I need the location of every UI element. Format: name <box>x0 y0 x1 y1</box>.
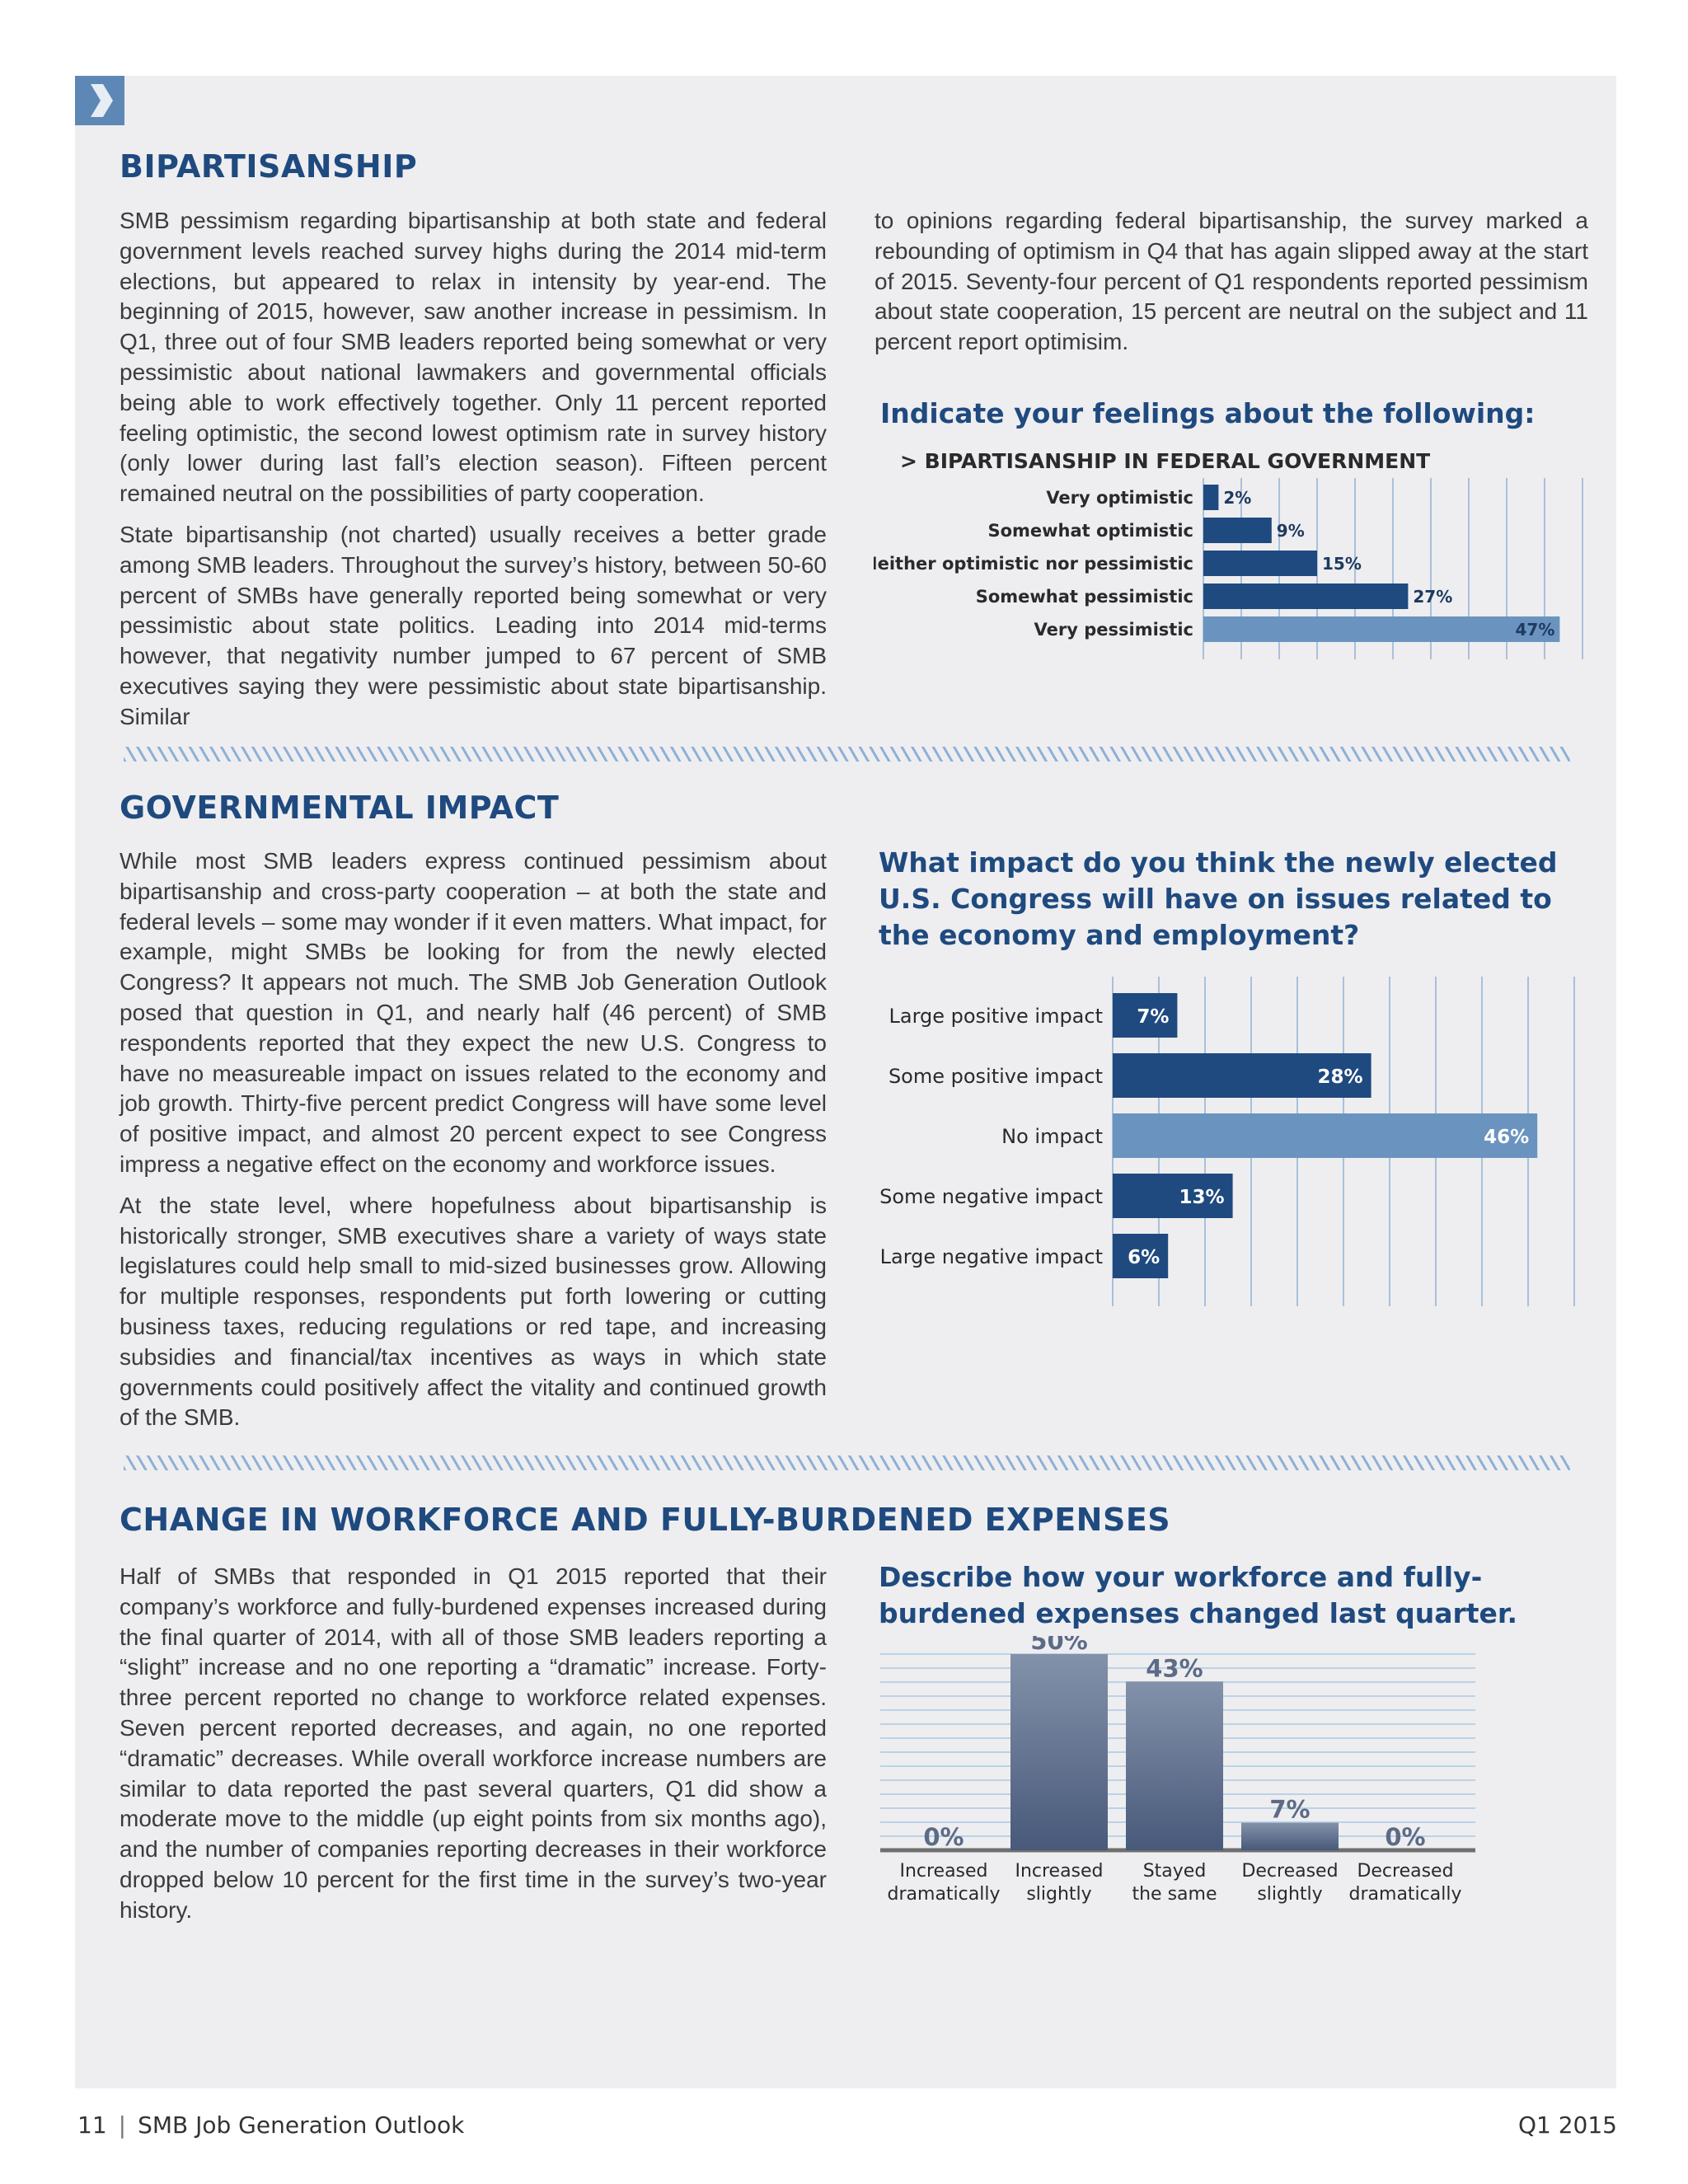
data-label: 50% <box>1030 1636 1087 1655</box>
bar <box>1241 1822 1339 1850</box>
page-number: 11 <box>77 2111 107 2139</box>
category-label: Some positive impact <box>889 1065 1103 1088</box>
paragraph: State bipartisanship (not charted) usual… <box>120 521 827 729</box>
category-label: Increased slightly <box>1015 1861 1103 1905</box>
data-label: 47% <box>1516 620 1555 640</box>
bar <box>1203 551 1317 576</box>
chart-federal-bipartisanship: Very optimistic 2% Somewhat optimistic 9% Ne… <box>874 478 1583 659</box>
chart2-title: What impact do you think the newly elect… <box>879 846 1558 951</box>
governmental-impact-left-column: While most SMB leaders express continued… <box>120 846 827 1444</box>
bar <box>1203 485 1219 510</box>
data-label: 9% <box>1277 521 1305 541</box>
bar <box>1126 1681 1223 1850</box>
workforce-left-column: Half of SMBs that responded in Q1 2015 r… <box>120 1562 827 1937</box>
bar <box>1113 993 1178 1038</box>
section-divider <box>124 747 1570 762</box>
category-label: Increased dramatically <box>888 1861 1001 1905</box>
data-label: 7% <box>1137 1006 1169 1028</box>
paragraph: SMB pessimism regarding bipartisanship a… <box>120 208 827 507</box>
category-label: Decreased slightly <box>1241 1861 1338 1905</box>
footer-quarter: Q1 2015 <box>1517 2111 1617 2139</box>
data-label: 0% <box>1385 1823 1425 1851</box>
chart1-subtitle: > BIPARTISANSHIP IN FEDERAL GOVERNMENT <box>900 449 1431 473</box>
bar <box>1113 1174 1233 1218</box>
data-label: 27% <box>1413 587 1452 607</box>
section-heading-bipartisanship: BIPARTISANSHIP <box>120 148 418 185</box>
data-label: 7% <box>1269 1796 1310 1824</box>
bar <box>1113 1113 1538 1158</box>
section-heading-governmental-impact: GOVERNMENTAL IMPACT <box>120 790 560 826</box>
bipartisanship-left-column: SMB pessimism regarding bipartisanship a… <box>120 206 827 743</box>
paragraph: While most SMB leaders express continued… <box>120 848 827 1177</box>
data-label: 43% <box>1146 1654 1203 1682</box>
chart1-title: Indicate your feelings about the followi… <box>880 397 1536 429</box>
data-label: 2% <box>1223 488 1251 508</box>
chart-workforce-change: 0% Increased dramatically 50% Increased sligh… <box>880 1636 1475 1905</box>
section-divider <box>124 1455 1570 1470</box>
category-label: Large negative impact <box>880 1245 1103 1268</box>
chart-congress-impact: Large positive impact 7% Some positive imp… <box>879 977 1575 1306</box>
category-label: Decreased dramatically <box>1349 1861 1462 1905</box>
chevron-right-icon <box>75 76 124 125</box>
bar <box>1203 518 1272 543</box>
data-label: 6% <box>1128 1247 1160 1268</box>
category-label: Very pessimistic <box>1034 620 1193 640</box>
footer-separator: | <box>118 2111 127 2139</box>
paragraph: to opinions regarding federal bipartisan… <box>874 208 1588 355</box>
chart3-title: Describe how your workforce and fully-bu… <box>879 1561 1518 1629</box>
data-label: 28% <box>1318 1066 1363 1088</box>
category-label: Very optimistic <box>1046 488 1193 508</box>
data-label: 0% <box>923 1823 964 1851</box>
category-label: Large positive impact <box>889 1005 1103 1028</box>
bar <box>1203 616 1560 642</box>
bar <box>1203 583 1409 609</box>
data-label: 15% <box>1322 554 1362 574</box>
data-label: 13% <box>1179 1187 1225 1208</box>
category-label: No impact <box>1001 1125 1103 1148</box>
bar <box>1113 1234 1169 1278</box>
bar <box>1113 1053 1372 1098</box>
bipartisanship-right-column: to opinions regarding federal bipartisan… <box>874 206 1588 368</box>
paragraph: At the state level, where hopefulness ab… <box>120 1192 827 1431</box>
category-label: Stayed the same <box>1132 1861 1217 1905</box>
category-label: Somewhat pessimistic <box>976 587 1193 607</box>
footer-left: 11 | SMB Job Generation Outlook <box>77 2111 464 2139</box>
section-heading-workforce: CHANGE IN WORKFORCE AND FULLY-BURDENED E… <box>120 1502 1171 1538</box>
data-label: 46% <box>1484 1127 1529 1148</box>
category-label: Somewhat optimistic <box>987 521 1193 541</box>
paragraph: Half of SMBs that responded in Q1 2015 r… <box>120 1563 827 1923</box>
bar <box>1010 1654 1108 1850</box>
category-label: Some negative impact <box>879 1185 1103 1208</box>
category-label: Neither optimistic nor pessimistic <box>874 554 1193 574</box>
publication-name: SMB Job Generation Outlook <box>138 2111 465 2139</box>
